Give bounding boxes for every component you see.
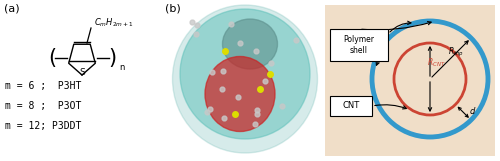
Text: Polymer
shell: Polymer shell [344, 35, 374, 55]
Text: m = 12; P3DDT: m = 12; P3DDT [5, 121, 82, 131]
Bar [325, 5, 495, 156]
Ellipse shape [222, 19, 278, 69]
Text: d: d [470, 107, 474, 116]
Text: (a): (a) [4, 3, 20, 13]
Text: S: S [79, 67, 85, 76]
Text: CNT: CNT [342, 101, 359, 110]
Ellipse shape [172, 5, 318, 153]
Text: (: ( [48, 48, 56, 68]
Ellipse shape [205, 57, 275, 132]
Text: $C_mH_{2m+1}$: $C_mH_{2m+1}$ [94, 17, 134, 29]
Text: (b): (b) [165, 3, 181, 13]
Text: $R_{thp}$: $R_{thp}$ [448, 46, 464, 59]
Text: n: n [119, 62, 124, 71]
Text: ): ) [108, 48, 116, 68]
Bar [330, 96, 372, 116]
Ellipse shape [180, 9, 310, 139]
Bar [330, 29, 388, 61]
Text: m = 8 ;  P3OT: m = 8 ; P3OT [5, 101, 82, 111]
Text: $R_{CNT}$: $R_{CNT}$ [427, 57, 446, 69]
Text: m = 6 ;  P3HT: m = 6 ; P3HT [5, 81, 82, 91]
